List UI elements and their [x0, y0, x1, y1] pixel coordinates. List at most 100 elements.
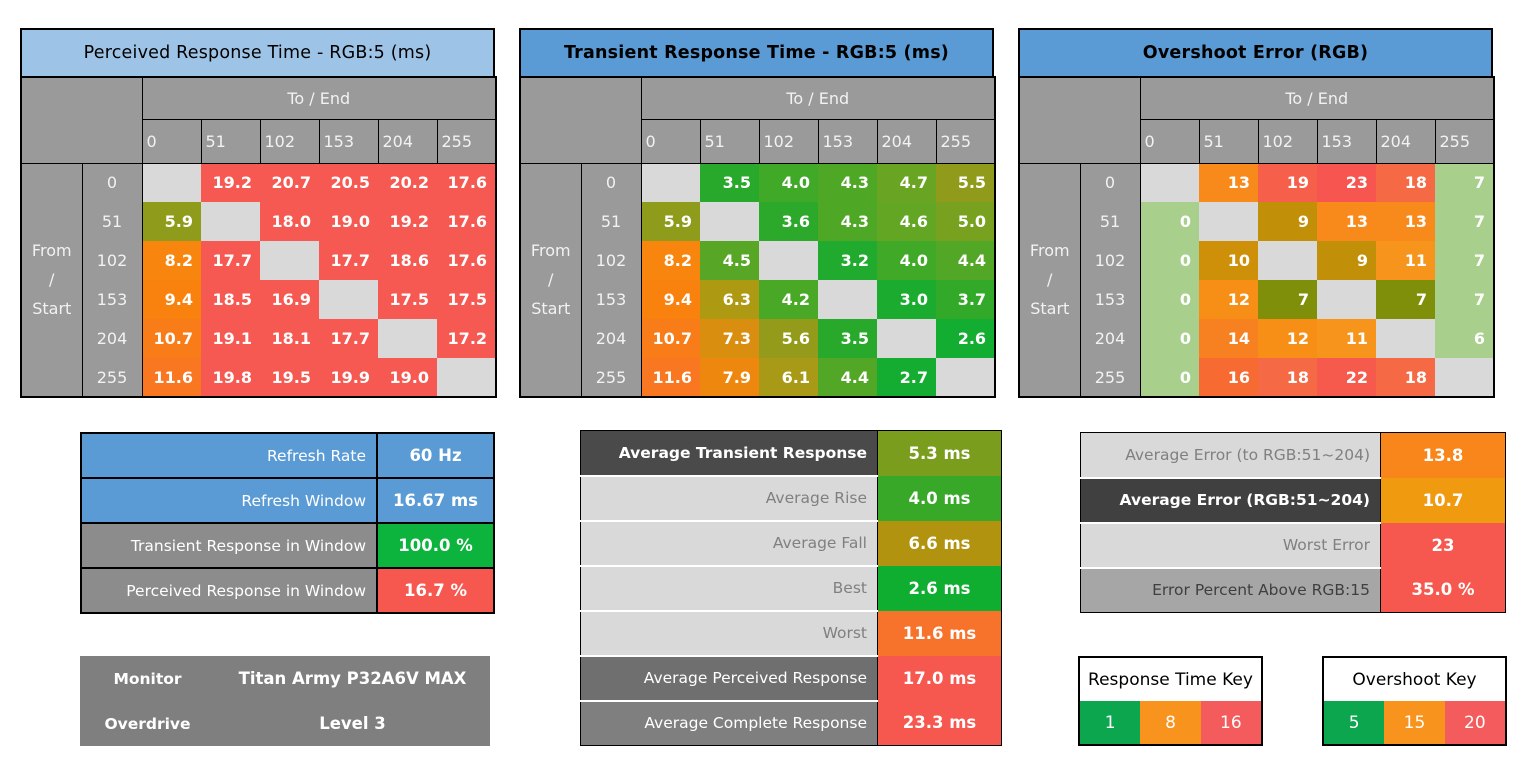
key-title: Response Time Key	[1088, 669, 1253, 690]
summary-value: 10.7	[1380, 477, 1506, 523]
data-cell: 0	[1140, 280, 1199, 319]
data-cell: 18.5	[201, 280, 260, 319]
data-cell: 18	[1376, 163, 1435, 202]
row-header: 255	[81, 358, 143, 397]
col-header: 204	[876, 118, 937, 164]
heatmap-grid: To / End 0 51 102 153 204 255 From / Start 0 3.5 4.0…	[519, 76, 997, 398]
row-header: 51	[1079, 202, 1141, 241]
summary-table: Average Error (to RGB:51~204) 13.8 Average…	[1080, 432, 1506, 613]
data-cell: 13	[1199, 163, 1258, 202]
heatmap-grid: To / End 0 51 102 153 204 255 From / Start 0 13 19 23…	[1018, 76, 1496, 398]
overshoot-key: Overshoot Key 5 15 20	[1322, 656, 1507, 746]
data-cell: 17.6	[437, 163, 497, 202]
table-title: Perceived Response Time - RGB:5 (ms)	[20, 28, 495, 78]
row-header: 51	[81, 202, 143, 241]
diagonal-cell	[936, 358, 996, 397]
key-swatch: 16	[1200, 701, 1261, 744]
data-cell: 9.4	[641, 280, 700, 319]
data-cell: 7	[1435, 202, 1495, 241]
row-header: 102	[580, 241, 642, 280]
data-cell: 4.4	[936, 241, 996, 280]
data-cell: 2.7	[877, 358, 936, 397]
data-cell: 3.7	[936, 280, 996, 319]
overshoot-error-table: Overshoot Error (RGB) To / End 0 51 102 153 2…	[1018, 28, 1496, 398]
data-cell: 5.6	[759, 319, 818, 358]
col-header: 153	[318, 118, 379, 164]
data-cell: 13	[1376, 202, 1435, 241]
data-cell: 19.0	[378, 358, 437, 397]
col-header: 51	[699, 118, 760, 164]
data-cell: 7	[1435, 163, 1495, 202]
data-cell: 4.6	[877, 202, 936, 241]
data-cell: 17.6	[437, 241, 497, 280]
data-cell: 10.7	[641, 319, 700, 358]
col-header: 51	[1198, 118, 1259, 164]
table-title: Transient Response Time - RGB:5 (ms)	[519, 28, 994, 78]
data-cell: 17.2	[437, 319, 497, 358]
data-cell: 5.0	[936, 202, 996, 241]
col-header: 204	[1375, 118, 1436, 164]
row-header: 153	[81, 280, 143, 319]
refresh-window-summary: Refresh Rate 60 Hz Refresh Window 16.67 ms T…	[80, 432, 495, 614]
summary-value: 6.6 ms	[877, 520, 1002, 566]
summary-value: 23	[1380, 522, 1506, 568]
diagonal-cell	[877, 319, 936, 358]
data-cell: 7	[1435, 241, 1495, 280]
col-header: 153	[817, 118, 878, 164]
row-header: 255	[1079, 358, 1141, 397]
summary-label: Error Percent Above RGB:15	[1080, 567, 1381, 613]
row-header: 255	[580, 358, 642, 397]
diagonal-cell	[437, 358, 497, 397]
data-cell: 12	[1258, 319, 1317, 358]
summary-label: Best	[580, 565, 878, 612]
data-cell: 4.0	[759, 163, 818, 202]
summary-label: Worst	[580, 610, 878, 657]
row-header: 51	[580, 202, 642, 241]
data-cell: 11.6	[142, 358, 201, 397]
col-header: 102	[259, 118, 320, 164]
summary-label: Average Error (to RGB:51~204)	[1080, 432, 1381, 479]
diagonal-cell	[260, 241, 319, 280]
data-cell: 4.3	[818, 202, 877, 241]
data-cell: 6.1	[759, 358, 818, 397]
col-header: 0	[640, 118, 701, 164]
diagonal-cell	[1258, 241, 1317, 280]
response-time-key: Response Time Key 1 8 16	[1078, 656, 1263, 746]
data-cell: 19.9	[319, 358, 378, 397]
summary-value: 16.7 %	[376, 567, 495, 614]
summary-value: 13.8	[1380, 432, 1506, 478]
summary-value: 5.3 ms	[877, 430, 1002, 476]
data-cell: 19.0	[319, 202, 378, 241]
data-cell: 19.2	[378, 202, 437, 241]
data-cell: 12	[1199, 280, 1258, 319]
data-cell: 10	[1199, 241, 1258, 280]
col-axis-label: To / End	[1139, 76, 1495, 120]
summary-value: Titan Army P32A6V MAX	[215, 656, 490, 701]
col-header: 0	[1139, 118, 1200, 164]
data-cell: 20.7	[260, 163, 319, 202]
data-cell: 18	[1258, 358, 1317, 397]
data-cell: 3.6	[759, 202, 818, 241]
data-cell: 9	[1258, 202, 1317, 241]
data-cell: 19.2	[201, 163, 260, 202]
data-cell: 4.7	[877, 163, 936, 202]
summary-label: Average Rise	[580, 475, 878, 522]
heatmap-grid: To / End 0 51 102 153 204 255 From / Start 0 19.2 20…	[20, 76, 498, 398]
data-cell: 8.2	[142, 241, 201, 280]
col-header: 0	[141, 118, 202, 164]
key-gradient: 1 8 16	[1080, 701, 1261, 744]
summary-label: Overdrive	[80, 701, 215, 746]
key-swatch: 15	[1384, 701, 1445, 744]
summary-value: Level 3	[215, 701, 490, 746]
data-cell: 18	[1376, 358, 1435, 397]
data-cell: 4.2	[759, 280, 818, 319]
key-title: Overshoot Key	[1352, 669, 1477, 690]
diagonal-cell	[319, 280, 378, 319]
summary-label: Refresh Window	[80, 477, 378, 524]
summary-label: Monitor	[80, 656, 215, 701]
data-cell: 0	[1140, 358, 1199, 397]
data-cell: 3.5	[818, 319, 877, 358]
table-title: Overshoot Error (RGB)	[1018, 28, 1493, 78]
data-cell: 7	[1376, 280, 1435, 319]
data-cell: 3.5	[700, 163, 759, 202]
